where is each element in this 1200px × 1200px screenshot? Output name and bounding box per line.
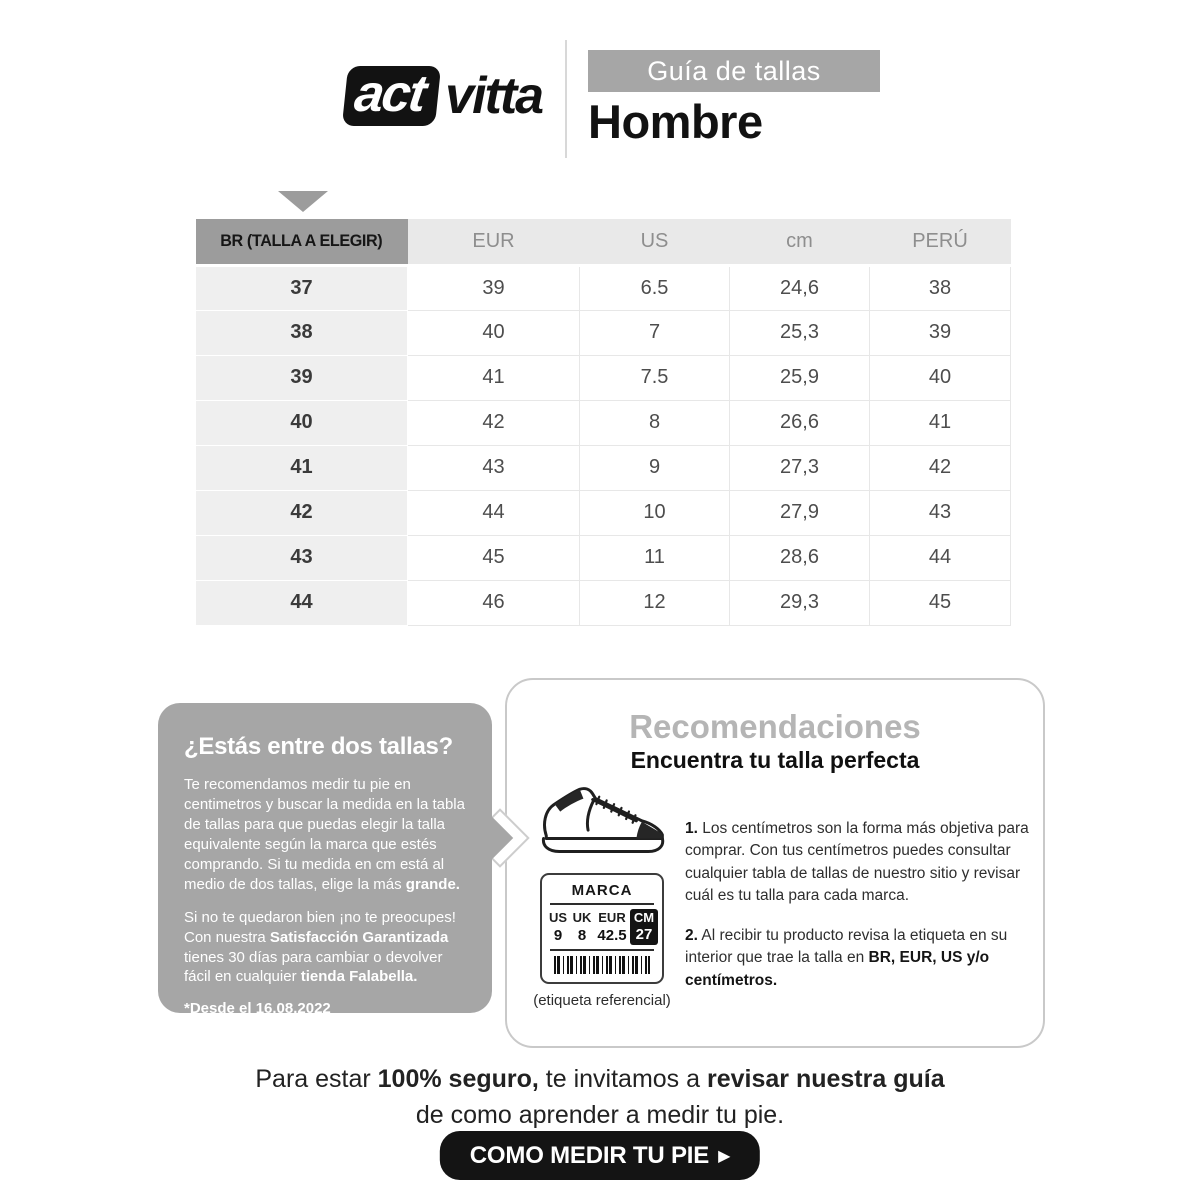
label-col-uk: UK — [572, 909, 592, 925]
size-cell: 42 — [407, 399, 580, 446]
size-cell: 24,6 — [729, 264, 870, 311]
size-cell-br: 42 — [195, 489, 408, 536]
table-row: 37 39 6.5 24,6 38 — [195, 264, 1011, 311]
size-cell: 39 — [869, 309, 1011, 356]
size-cell: 27,3 — [729, 444, 870, 491]
size-cell: 26,6 — [729, 399, 870, 446]
sneaker-icon — [541, 787, 665, 853]
size-cell: 41 — [869, 399, 1011, 446]
footer-message: Para estar 100% seguro, te invitamos a r… — [255, 1065, 945, 1129]
two-sizes-bubble: ¿Estás entre dos tallas? Te recomendamos… — [158, 703, 514, 1017]
size-cell: 8 — [579, 399, 730, 446]
size-cell: 44 — [407, 489, 580, 536]
column-header-eur: EUR — [407, 219, 580, 267]
size-cell: 29,3 — [729, 579, 870, 626]
logo-act-text: act — [351, 65, 429, 123]
size-cell: 28,6 — [729, 534, 870, 581]
label-divider — [550, 903, 654, 905]
table-row: 40 42 8 26,6 41 — [195, 399, 1011, 446]
table-row: 38 40 7 25,3 39 — [195, 309, 1011, 356]
table-header-row: BR (TALLA A ELEGIR) EUR US cm PERÚ — [195, 219, 1011, 267]
table-row: 41 43 9 27,3 42 — [195, 444, 1011, 491]
point-1: 1. Los centímetros son la forma más obje… — [685, 820, 1029, 905]
size-cell-br: 43 — [195, 534, 408, 581]
size-cell-br: 37 — [195, 264, 408, 311]
column-header-peru: PERÚ — [869, 219, 1011, 267]
size-cell: 46 — [407, 579, 580, 626]
size-cell: 42 — [869, 444, 1011, 491]
size-cell: 11 — [579, 534, 730, 581]
logo-vitta-text: vitta — [445, 67, 544, 125]
actvitta-logo: act vitta — [341, 65, 544, 126]
size-cell: 9 — [579, 444, 730, 491]
how-to-measure-button[interactable]: COMO MEDIR TU PIE ▶ — [439, 1131, 761, 1180]
size-cell: 43 — [407, 444, 580, 491]
column-header-us: US — [579, 219, 730, 267]
label-brand: MARCA — [571, 882, 633, 899]
size-cell: 39 — [407, 264, 580, 311]
recommendations-subtitle: Encuentra tu talla perfecta — [630, 747, 920, 773]
size-cell: 7 — [579, 309, 730, 356]
barcode-icon — [554, 956, 650, 975]
label-col-us: US — [548, 909, 568, 925]
size-cell: 7.5 — [579, 354, 730, 401]
size-cell-br: 38 — [195, 309, 408, 356]
size-cell: 45 — [407, 534, 580, 581]
size-cell: 44 — [869, 534, 1011, 581]
column-header-cm: cm — [729, 219, 870, 267]
label-caption: (etiqueta referencial) — [533, 992, 671, 1010]
table-row: 39 41 7.5 25,9 40 — [195, 354, 1011, 401]
label-col-cm: CM — [633, 910, 655, 925]
size-cell: 38 — [869, 264, 1011, 311]
footer-line2: de como aprender a medir tu pie. — [415, 1100, 785, 1129]
shoe-size-label: MARCA US UK EUR CM 27 9 8 42.5 — [540, 873, 664, 985]
label-cm-box: CM 27 — [630, 909, 658, 946]
table-row: 42 44 10 27,9 43 — [195, 489, 1011, 536]
recommendations-points: 1. Los centímetros son la forma más obje… — [685, 818, 1031, 1009]
recommendations-card: Recomendaciones Encuentra tu talla perfe… — [505, 678, 1045, 1048]
size-cell: 41 — [407, 354, 580, 401]
label-val-eur: 42.5 — [597, 927, 627, 945]
header-divider — [565, 40, 567, 158]
size-cell: 6.5 — [579, 264, 730, 311]
recommendations-title: Recomendaciones — [629, 708, 921, 745]
logo-act-box: act — [341, 65, 442, 126]
table-row: 43 45 11 28,6 44 — [195, 534, 1011, 581]
label-size-grid: US UK EUR CM 27 9 8 42.5 — [547, 909, 658, 946]
size-cell: 40 — [407, 309, 580, 356]
label-val-us: 9 — [553, 927, 563, 945]
table-row: 44 46 12 29,3 45 — [195, 579, 1011, 626]
size-cell: 25,3 — [729, 309, 870, 356]
size-cell: 12 — [579, 579, 730, 626]
label-col-eur: EUR — [598, 909, 626, 925]
column-marker-icon — [278, 191, 328, 212]
bubble-paragraph-1: Te recomendamos medir tu pie en centimet… — [184, 776, 465, 893]
size-cell-br: 39 — [195, 354, 408, 401]
label-illustration: MARCA US UK EUR CM 27 9 8 42.5 (etiq — [519, 780, 685, 1009]
bubble-title: ¿Estás entre dos tallas? — [184, 733, 453, 760]
label-val-uk: 8 — [577, 927, 587, 945]
label-val-cm: 27 — [635, 925, 653, 943]
size-cell: 27,9 — [729, 489, 870, 536]
size-cell: 10 — [579, 489, 730, 536]
bubble-footnote: *Desde el 16.08.2022 — [184, 1000, 331, 1018]
size-cell: 40 — [869, 354, 1011, 401]
bubble-paragraph-2: Si no te quedaron bien ¡no te preocupes!… — [184, 908, 456, 986]
size-cell-br: 40 — [195, 399, 408, 446]
guide-badge: Guía de tallas — [588, 50, 880, 92]
size-table: BR (TALLA A ELEGIR) EUR US cm PERÚ 37 39 6… — [195, 219, 1011, 626]
play-arrow-icon: ▶ — [718, 1146, 731, 1165]
size-cell: 43 — [869, 489, 1011, 536]
size-cell: 25,9 — [729, 354, 870, 401]
label-divider — [550, 949, 654, 952]
page-title: Hombre — [588, 95, 763, 148]
column-header-br: BR (TALLA A ELEGIR) — [195, 219, 408, 267]
size-cell-br: 44 — [195, 579, 408, 626]
point-2: 2. Al recibir tu producto revisa la etiq… — [685, 926, 1008, 989]
size-cell: 45 — [869, 579, 1011, 626]
size-cell-br: 41 — [195, 444, 408, 491]
